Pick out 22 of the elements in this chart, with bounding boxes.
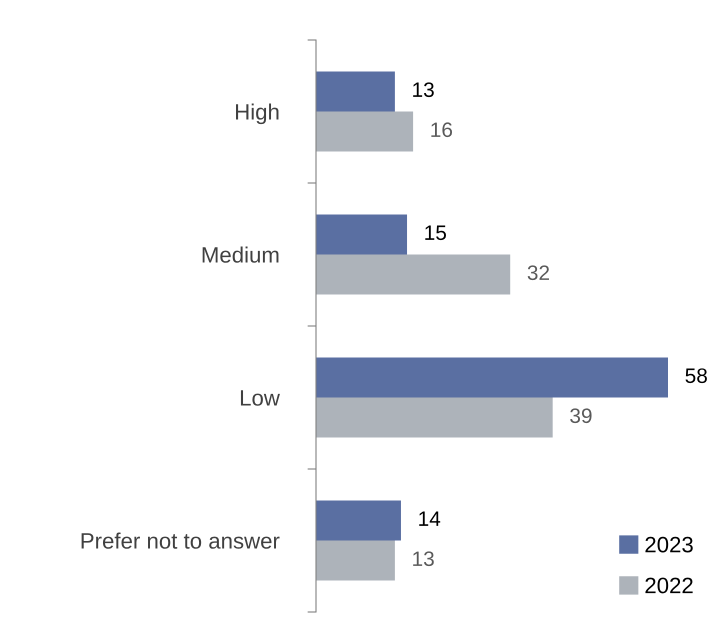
y-tick-label: Low <box>240 390 280 406</box>
bar <box>316 540 395 581</box>
bar <box>316 357 668 398</box>
bar <box>316 500 401 540</box>
bar <box>316 71 395 112</box>
bar <box>316 254 510 295</box>
data-label: 14 <box>419 512 440 526</box>
data-label: 16 <box>431 122 452 138</box>
legend-label: 2023 <box>645 536 693 552</box>
y-tick-label: Prefer not to answer <box>82 532 280 549</box>
bar <box>316 214 408 254</box>
data-label: 39 <box>570 408 592 424</box>
y-tick-label: Medium <box>202 246 278 263</box>
data-label: 58 <box>686 368 707 384</box>
data-label: 13 <box>413 82 434 98</box>
bar <box>316 112 414 152</box>
data-label: 32 <box>528 265 549 280</box>
legend-label: 2022 <box>645 578 693 594</box>
bar <box>316 398 553 438</box>
y-tick-label: High <box>236 103 278 124</box>
data-label: 13 <box>413 551 434 566</box>
data-label: 15 <box>425 226 446 240</box>
